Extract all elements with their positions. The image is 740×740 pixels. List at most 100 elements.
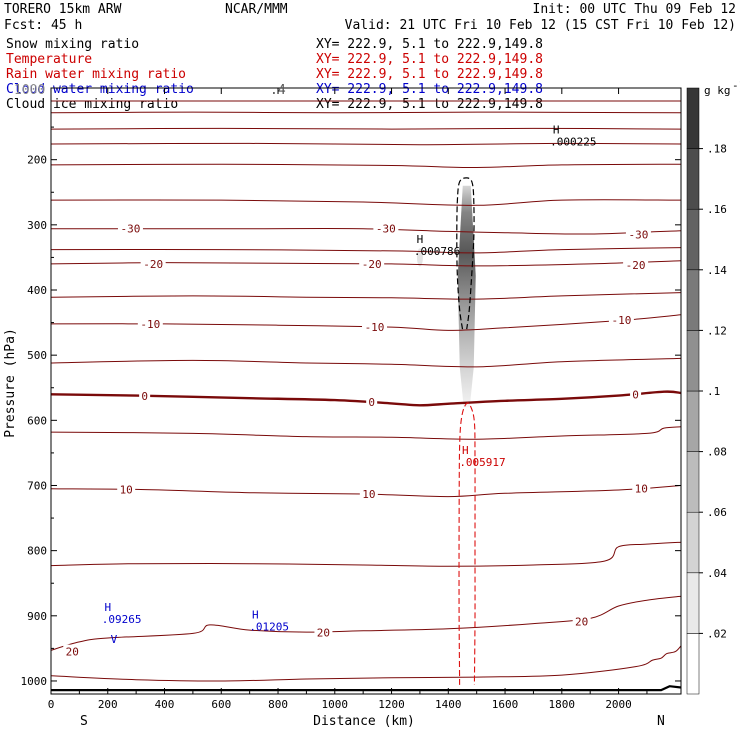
init-time: Init: 00 UTC Thu 09 Feb 12 bbox=[533, 2, 737, 17]
contour-label: -10 bbox=[365, 321, 385, 334]
colorbar-tick-label: .1 bbox=[707, 385, 720, 398]
contour-label: -20 bbox=[362, 258, 382, 271]
isotherm bbox=[50, 292, 682, 300]
colorbar-tick-label: .18 bbox=[707, 143, 727, 156]
isotherm bbox=[50, 111, 682, 114]
contour-label: -10 bbox=[611, 314, 631, 327]
colorbar-tick-label: .12 bbox=[707, 324, 727, 337]
colorbar-tick-label: .08 bbox=[707, 446, 727, 459]
contour-label: -20 bbox=[626, 259, 646, 272]
y-tick-label: 300 bbox=[27, 219, 47, 232]
contour-label-bg bbox=[630, 387, 642, 401]
contour-label-bg bbox=[137, 316, 163, 330]
maximum-value: .000225 bbox=[550, 136, 596, 149]
overprint-left: 1000 bbox=[14, 83, 45, 98]
ice-shading bbox=[416, 248, 423, 267]
maximum-value: .01205 bbox=[249, 620, 289, 633]
y-tick-label: 1000 bbox=[21, 675, 48, 688]
contour-label: 20 bbox=[575, 616, 588, 629]
y-tick-label: 500 bbox=[27, 349, 47, 362]
north-end-label: N bbox=[657, 714, 665, 729]
maximum-letter: H bbox=[104, 601, 111, 614]
x-tick-label: 1400 bbox=[435, 698, 462, 711]
y-tick-label: 900 bbox=[27, 610, 47, 623]
y-axis-label: Pressure (hPa) bbox=[3, 328, 18, 438]
contour-label-bg bbox=[359, 486, 378, 500]
colorbar-unit: g kg bbox=[704, 84, 731, 97]
contour-label-bg bbox=[632, 481, 651, 495]
precip-contours bbox=[456, 177, 476, 685]
isotherms bbox=[50, 100, 682, 692]
contour-label-bg bbox=[314, 625, 333, 639]
colorbar-swatch bbox=[686, 572, 700, 634]
colorbar-swatch bbox=[686, 511, 700, 574]
field-name: Cloud water mixing ratio bbox=[6, 82, 194, 97]
x-tick-label: 1200 bbox=[378, 698, 405, 711]
x-tick-label: 600 bbox=[211, 698, 231, 711]
isotherm bbox=[50, 142, 682, 146]
field-name: Rain water mixing ratio bbox=[6, 67, 186, 82]
valid-time: Valid: 21 UTC Fri 10 Feb 12 (15 CST Fri … bbox=[345, 18, 736, 33]
colorbar-swatch bbox=[686, 633, 700, 695]
colorbar-tick-label: .02 bbox=[707, 627, 727, 640]
colorbar-swatch bbox=[686, 330, 700, 392]
colorbar-swatch bbox=[686, 148, 700, 210]
colorbar-swatch bbox=[686, 87, 700, 149]
maximum-letter: H bbox=[462, 444, 469, 457]
header: TORERO 15km ARW NCAR/MMM Init: 00 UTC Th… bbox=[4, 2, 736, 33]
south-end-label: S bbox=[80, 714, 88, 729]
colorbar-swatch bbox=[686, 269, 700, 331]
isotherm bbox=[50, 426, 682, 440]
contour-label-bg bbox=[373, 221, 399, 235]
snow-contour bbox=[456, 177, 475, 330]
isotherm bbox=[50, 199, 682, 206]
maximum-letter: H bbox=[417, 233, 424, 246]
x-tick-label: 800 bbox=[268, 698, 288, 711]
y-tick-label: 600 bbox=[27, 414, 47, 427]
field-name: Cloud ice mixing ratio bbox=[6, 97, 178, 112]
colorbar-swatch bbox=[686, 390, 700, 452]
isotherm bbox=[50, 163, 682, 169]
contour-label: 10 bbox=[120, 483, 133, 496]
colorbar-tick-label: .06 bbox=[707, 506, 727, 519]
field-xy: XY= 222.9, 5.1 to 222.9,149.8 bbox=[316, 82, 543, 97]
maximum-letter: H bbox=[252, 608, 259, 621]
colorbar-tick-label: .14 bbox=[707, 264, 727, 277]
contour-labels: -30 -30 -30 -20 -20 -20 -10 -10 -10 0 0 0 10 10 10 20 20… bbox=[63, 221, 651, 659]
colorbar-tick-label: .16 bbox=[707, 203, 727, 216]
isotherm bbox=[51, 228, 682, 235]
center-title: NCAR/MMM bbox=[225, 2, 288, 17]
field-xy: XY= 222.9, 5.1 to 222.9,149.8 bbox=[316, 97, 543, 112]
contour-label-bg bbox=[139, 389, 151, 403]
x-axis-label: Distance (km) bbox=[313, 714, 415, 729]
forecast-hour: Fcst: 45 h bbox=[4, 18, 82, 33]
rain-contour bbox=[458, 402, 476, 685]
contour-label-bg bbox=[117, 221, 143, 235]
contour-label: -10 bbox=[140, 318, 160, 331]
contour-label-bg bbox=[362, 320, 388, 334]
y-tick-label: 200 bbox=[27, 154, 47, 167]
contour-label: -30 bbox=[628, 229, 648, 242]
contour-label: 20 bbox=[66, 646, 79, 659]
isotherm bbox=[50, 247, 682, 254]
x-tick-label: 1000 bbox=[322, 698, 349, 711]
colorbar: .02 .04 .06 .08 .1 .12 .14 .16 .18 g kg-1 bbox=[686, 79, 740, 695]
x-tick-label: 0 bbox=[48, 698, 55, 711]
contour-label-bg bbox=[140, 256, 166, 270]
contour-label: 0 bbox=[141, 390, 148, 403]
contour-label-bg bbox=[608, 312, 634, 326]
x-tick-label: 2000 bbox=[605, 698, 632, 711]
contour-label-bg bbox=[63, 644, 82, 658]
extra-mark: V bbox=[111, 633, 118, 646]
plot-area: -30 -30 -30 -20 -20 -20 -10 -10 -10 0 0 0 10 10 10 20 20… bbox=[50, 100, 682, 692]
colorbar-unit-exponent: -1 bbox=[732, 79, 740, 92]
contour-label: -30 bbox=[121, 223, 141, 236]
maximum-value: .09265 bbox=[102, 613, 142, 626]
isotherm bbox=[50, 357, 682, 368]
isotherm bbox=[50, 127, 682, 130]
x-tick-label: 1800 bbox=[549, 698, 576, 711]
ground-line bbox=[51, 685, 682, 692]
